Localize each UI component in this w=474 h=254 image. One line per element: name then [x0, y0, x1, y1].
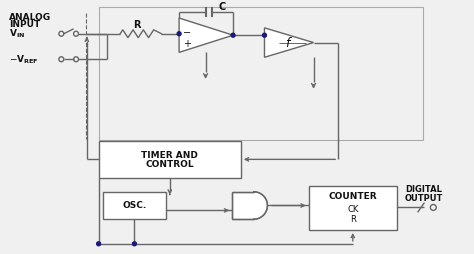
Text: DIGITAL: DIGITAL — [405, 185, 442, 194]
Text: R: R — [350, 215, 356, 224]
Text: CONTROL: CONTROL — [146, 160, 194, 169]
Circle shape — [132, 242, 137, 246]
Bar — [99, 7, 422, 140]
Text: $f$: $f$ — [285, 36, 293, 50]
Circle shape — [177, 32, 181, 36]
Circle shape — [231, 33, 235, 37]
Text: R: R — [133, 20, 141, 30]
Text: +: + — [183, 39, 191, 49]
Text: OUTPUT: OUTPUT — [405, 194, 443, 203]
Circle shape — [97, 242, 100, 246]
Text: V$_{\mathbf{IN}}$: V$_{\mathbf{IN}}$ — [9, 27, 26, 40]
Bar — [102, 192, 166, 219]
Circle shape — [263, 33, 266, 37]
Text: $-$V$_{\mathbf{REF}}$: $-$V$_{\mathbf{REF}}$ — [9, 53, 39, 66]
Text: COUNTER: COUNTER — [328, 192, 377, 201]
Text: −: − — [183, 28, 191, 38]
Polygon shape — [264, 28, 314, 57]
Text: ANALOG: ANALOG — [9, 12, 51, 22]
Bar — [309, 186, 397, 230]
Text: OSC.: OSC. — [122, 201, 146, 210]
Text: CK: CK — [347, 205, 358, 214]
Polygon shape — [232, 192, 267, 219]
Text: TIMER AND: TIMER AND — [141, 151, 198, 160]
Polygon shape — [179, 18, 233, 52]
Bar — [99, 141, 241, 178]
Text: C: C — [219, 2, 226, 12]
Text: INPUT: INPUT — [9, 20, 41, 29]
